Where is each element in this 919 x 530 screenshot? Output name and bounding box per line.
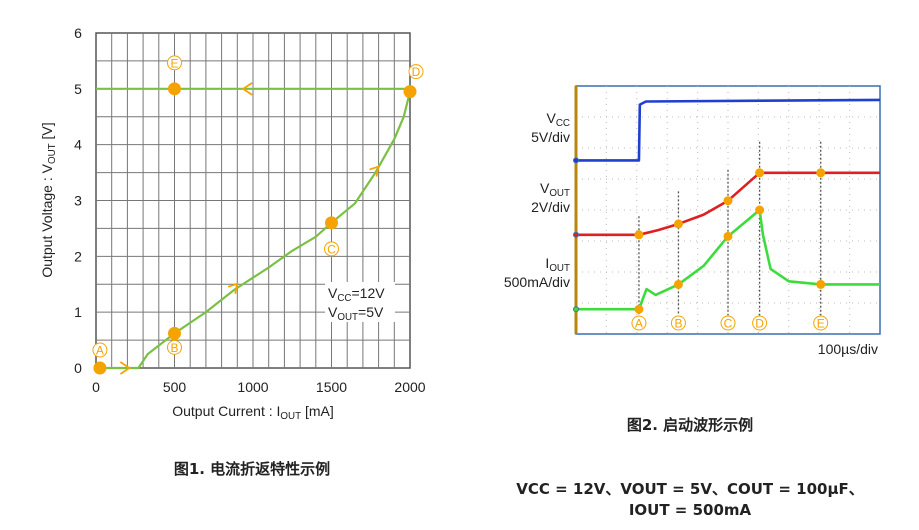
marker-dot-d: [755, 205, 765, 215]
trace-ground-marker: [573, 306, 579, 313]
marker-label-circle: [752, 315, 768, 331]
direction-arrow: [241, 82, 253, 96]
point-marker-c: [325, 216, 338, 230]
marker-label-circle: [813, 315, 829, 331]
vcc-annotation: VCC=12V: [328, 285, 385, 304]
marker-dot-c: [723, 196, 733, 206]
x-tick-label: 1000: [237, 379, 268, 395]
conditions-line2: IOUT = 500mA: [628, 501, 752, 519]
marker-dot-c: [723, 231, 733, 241]
point-marker-e: [168, 82, 181, 96]
marker-dot-d: [755, 168, 765, 178]
point-label-e: E: [170, 56, 178, 70]
point-label-circle: [324, 241, 339, 257]
marker-dot-e: [816, 168, 826, 178]
conditions-line1: VCC = 12V、VOUT = 5V、COUT = 100µF、: [516, 480, 864, 498]
trace-scale-label: 500mA/div: [504, 274, 570, 290]
annotation-box: [325, 282, 395, 322]
time-scale-label: 100µs/div: [818, 341, 878, 357]
figure2-caption: 图2. 启动波形示例: [626, 416, 754, 434]
y-tick-label: 4: [74, 137, 82, 153]
point-label-b: B: [170, 341, 178, 355]
marker-label-c: C: [724, 317, 733, 331]
point-marker-a: [93, 361, 107, 375]
marker-dot-a: [634, 230, 644, 240]
point-label-circle: [408, 64, 424, 80]
x-tick-label: 0: [92, 379, 100, 395]
trace-name-label: VOUT: [540, 180, 570, 199]
marker-dot-b: [673, 279, 683, 289]
point-label-d: D: [412, 65, 421, 79]
marker-label-circle: [631, 315, 647, 331]
marker-dot-e: [816, 279, 826, 289]
x-tick-label: 2000: [394, 379, 425, 395]
x-axis-label: Output Current : IOUT [mA]: [172, 403, 334, 422]
trace-name-label: VCC: [547, 110, 571, 129]
y-tick-label: 1: [74, 304, 82, 320]
vout-annotation: VOUT=5V: [328, 304, 384, 323]
point-marker-b: [168, 326, 181, 340]
direction-arrow: [227, 282, 239, 295]
trace-scale-label: 5V/div: [531, 129, 570, 145]
trace-ground-marker: [573, 231, 579, 238]
y-tick-label: 6: [74, 25, 82, 41]
trace-name-label: IOUT: [545, 255, 570, 274]
direction-arrow: [119, 361, 132, 375]
marker-label-b: B: [674, 317, 682, 331]
direction-arrow: [369, 165, 380, 177]
trace-scale-label: 2V/div: [531, 199, 570, 215]
y-tick-label: 5: [74, 81, 82, 97]
y-axis-label: Output Voltage : VOUT [V]: [39, 122, 58, 277]
marker-dot-b: [673, 219, 683, 229]
point-label-circle: [167, 339, 182, 355]
y-tick-label: 0: [74, 360, 82, 376]
point-marker-d: [403, 85, 417, 99]
marker-label-circle: [670, 315, 686, 331]
point-label-circle: [167, 55, 182, 71]
series-line-0: [99, 91, 412, 370]
y-tick-label: 2: [74, 248, 82, 264]
marker-label-a: A: [635, 317, 643, 331]
y-tick-label: 3: [74, 193, 82, 209]
point-label-a: A: [96, 344, 104, 358]
x-tick-label: 1500: [316, 379, 347, 395]
marker-label-e: E: [817, 317, 825, 331]
trace-ground-marker: [573, 157, 579, 164]
point-label-c: C: [327, 242, 336, 256]
marker-label-circle: [720, 315, 736, 331]
marker-label-d: D: [755, 317, 764, 331]
x-tick-label: 500: [163, 379, 187, 395]
marker-dot-a: [634, 304, 644, 314]
figure1-caption: 图1. 电流折返特性示例: [173, 460, 331, 478]
trace-vcc: [576, 98, 881, 162]
point-label-circle: [92, 342, 108, 358]
